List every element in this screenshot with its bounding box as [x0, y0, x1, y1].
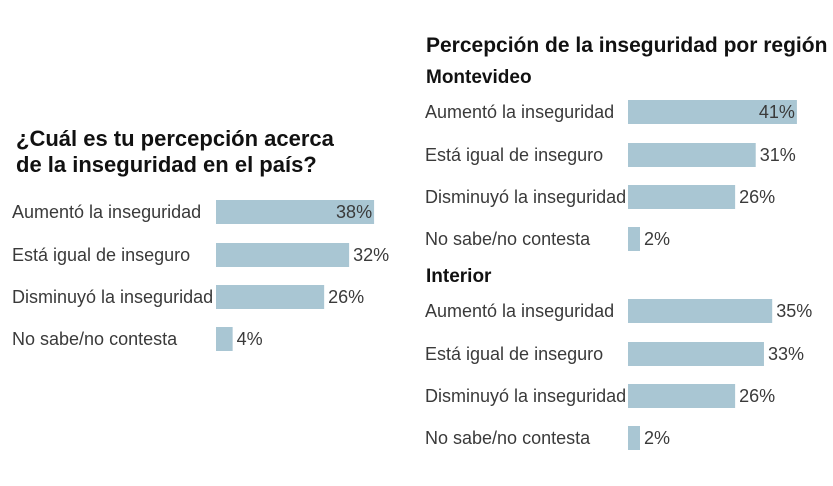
- national-chart-title-line-2: de la inseguridad en el país?: [16, 152, 317, 177]
- interior-category-label: Disminuyó la inseguridad: [425, 386, 626, 406]
- montevideo-value-label: 41%: [759, 102, 795, 122]
- national-value-label: 32%: [353, 245, 389, 265]
- interior-bar: [628, 426, 640, 450]
- national-value-label: 38%: [336, 202, 372, 222]
- montevideo-value-label: 2%: [644, 229, 670, 249]
- interior-subheading: Interior: [426, 266, 492, 287]
- montevideo-category-label: Disminuyó la inseguridad: [425, 187, 626, 207]
- interior-bar: [628, 342, 764, 366]
- interior-value-label: 26%: [739, 386, 775, 406]
- interior-category-label: Aumentó la inseguridad: [425, 301, 614, 321]
- national-category-label: Aumentó la inseguridad: [12, 202, 201, 222]
- interior-category-label: Está igual de inseguro: [425, 344, 603, 364]
- montevideo-category-label: No sabe/no contesta: [425, 229, 591, 249]
- interior-value-label: 33%: [768, 344, 804, 364]
- national-value-label: 4%: [237, 329, 263, 349]
- interior-bar: [628, 299, 773, 323]
- interior-category-label: No sabe/no contesta: [425, 428, 591, 448]
- national-bar: [216, 200, 375, 224]
- national-category-label: Disminuyó la inseguridad: [12, 287, 213, 307]
- national-category-label: Está igual de inseguro: [12, 245, 190, 265]
- national-value-label: 26%: [328, 287, 364, 307]
- interior-value-label: 35%: [776, 301, 812, 321]
- montevideo-category-label: Aumentó la inseguridad: [425, 102, 614, 122]
- montevideo-category-label: Está igual de inseguro: [425, 145, 603, 165]
- montevideo-subheading: Montevideo: [426, 67, 532, 88]
- regional-chart-title: Percepción de la inseguridad por región: [426, 34, 828, 57]
- national-bar: [216, 285, 325, 309]
- montevideo-bar: [628, 227, 640, 251]
- montevideo-bar: [628, 143, 756, 167]
- montevideo-bar: [628, 185, 736, 209]
- national-chart-title-line-1: ¿Cuál es tu percepción acerca: [16, 126, 334, 151]
- montevideo-bar: [628, 100, 797, 124]
- national-bar: [216, 327, 233, 351]
- montevideo-value-label: 26%: [739, 187, 775, 207]
- national-category-label: No sabe/no contesta: [12, 329, 178, 349]
- montevideo-value-label: 31%: [760, 145, 796, 165]
- interior-bar: [628, 384, 736, 408]
- interior-value-label: 2%: [644, 428, 670, 448]
- national-bar: [216, 243, 350, 267]
